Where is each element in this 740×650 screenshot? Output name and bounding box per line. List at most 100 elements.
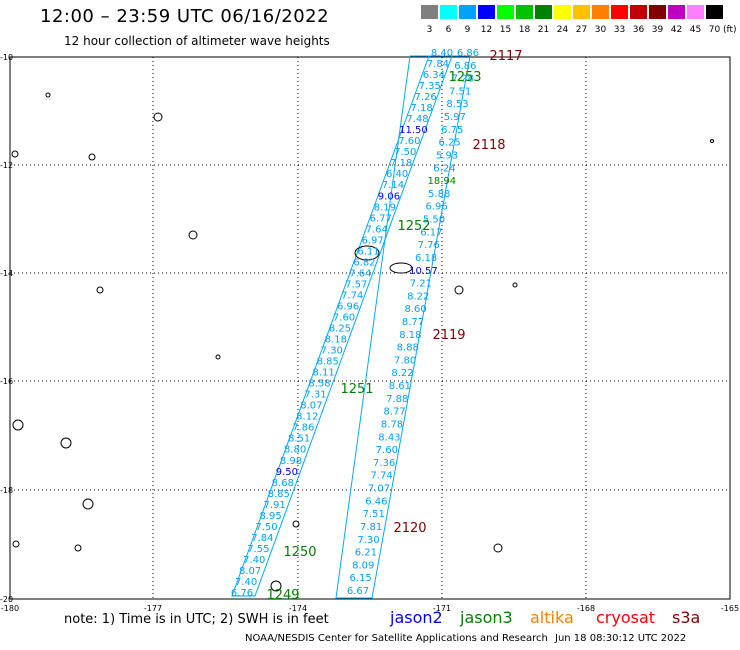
wave-height-value: 8.77 (402, 317, 424, 328)
y-tick-label: -18 (0, 486, 13, 495)
legend-label: 3 (426, 25, 433, 35)
legend-label: 21 (537, 25, 550, 35)
legend-label: 12 (480, 25, 493, 35)
pass-number-label: 2117 (489, 49, 522, 64)
legend-swatch (516, 5, 533, 19)
wave-height-value: 8.88 (397, 343, 419, 354)
island (60, 437, 72, 449)
wave-height-value: 6.40 (386, 169, 408, 180)
legend-label: 9 (464, 25, 471, 35)
y-tick-label: -14 (0, 269, 13, 278)
wave-height-value: 8.60 (404, 304, 426, 315)
pass-number-label: 1249 (266, 588, 299, 603)
wave-height-value: 7.76 (418, 240, 440, 251)
island-upolu (389, 262, 413, 274)
wave-height-value: 7.84 (427, 59, 449, 70)
wave-height-value: 7.64 (349, 268, 371, 279)
wave-height-value: 6.67 (347, 586, 369, 597)
wave-height-value: 7.84 (251, 533, 273, 544)
legend-swatch (573, 5, 590, 19)
legend-swatch (592, 5, 609, 19)
legend-swatch (440, 5, 457, 19)
islands (11, 92, 714, 592)
island (188, 230, 198, 240)
wave-height-value: 7.26 (415, 92, 437, 103)
wave-height-value: 8.25 (329, 324, 351, 335)
map-title: 12:00 – 23:59 UTC 06/16/2022 (40, 6, 330, 27)
wave-height-value: 6.17 (420, 227, 442, 238)
x-tick-label: -174 (289, 604, 307, 613)
wave-height-value: 5.88 (428, 189, 450, 200)
x-tick-label: -177 (144, 604, 162, 613)
wave-height-value: 8.09 (352, 560, 374, 571)
wave-height-value: 8.18 (399, 330, 421, 341)
wave-height-value: 7.40 (235, 577, 257, 588)
wave-height-value: 8.07 (239, 566, 261, 577)
wave-height-value: 6.77 (370, 213, 392, 224)
wave-height-value: 7.80 (394, 355, 416, 366)
map-subtitle: 12 hour collection of altimeter wave hei… (64, 34, 330, 48)
wave-height-value: 7.35 (419, 81, 441, 92)
island (82, 498, 94, 510)
wave-height-value: 8.51 (288, 434, 310, 445)
wave-height-value: 6.76 (231, 588, 253, 599)
pass-number-label: 2118 (472, 138, 505, 153)
pass-number-label: 1250 (283, 545, 316, 560)
wave-height-value: 7.30 (321, 346, 343, 357)
satellite-jason2-label: jason2 (390, 608, 443, 627)
wave-height-value: 8.58 (308, 379, 330, 390)
legend-swatch (649, 5, 666, 19)
island (12, 419, 24, 431)
legend-label: 6 (445, 25, 452, 35)
island (74, 544, 82, 552)
wave-height-value: 6.96 (337, 301, 359, 312)
satellite-altika-label: altika (530, 608, 574, 627)
wave-height-value: 8.98 (280, 456, 302, 467)
wave-height-value: 5.50 (423, 215, 445, 226)
wave-height-value: 5.93 (436, 150, 458, 161)
wave-height-value: 6.18 (415, 253, 437, 264)
wave-height-value: 6.82 (353, 257, 375, 268)
x-tick-label: -171 (433, 604, 451, 613)
wave-height-value: 8.61 (389, 381, 411, 392)
legend-label: 45 (689, 25, 702, 35)
wave-height-value: 6.34 (423, 70, 445, 81)
wave-height-value: 8.78 (381, 419, 403, 430)
wave-height-value: 8.22 (391, 368, 413, 379)
legend-label: 36 (632, 25, 645, 35)
wave-height-value: 7.51 (363, 509, 385, 520)
track-bands (231, 55, 471, 599)
wave-height-value: 7.50 (394, 147, 416, 158)
satellite-s3a-label: s3a (672, 608, 701, 627)
wave-height-value: 7.31 (304, 390, 326, 401)
legend-label: 15 (499, 25, 512, 35)
wave-height-value: 7.60 (376, 445, 398, 456)
wave-height-value: 7.88 (386, 394, 408, 405)
y-tick-label: -12 (0, 161, 13, 170)
legend-label: 27 (575, 25, 588, 35)
legend-swatch (535, 5, 552, 19)
legend-label: 30 (594, 25, 607, 35)
island (493, 543, 503, 553)
x-tick-label: -165 (721, 604, 739, 613)
wave-height-value: 7.28 (452, 74, 474, 85)
wave-height-value: 8.18 (325, 335, 347, 346)
wave-height-value: 5.97 (444, 112, 466, 123)
wave-height-value: 8.22 (407, 291, 429, 302)
wave-height-value: 6.46 (365, 496, 387, 507)
wave-height-value: 7.60 (398, 136, 420, 147)
wave-height-value: 9.06 (378, 191, 400, 202)
legend-swatch (630, 5, 647, 19)
wave-height-value: 8.80 (284, 445, 306, 456)
wave-height-value: 6.25 (439, 138, 461, 149)
wave-height-value: 7.51 (449, 86, 471, 97)
y-tick-label: -20 (0, 595, 13, 604)
island (11, 150, 19, 158)
pass-number-label: 2120 (393, 521, 426, 536)
legend-label: 18 (518, 25, 531, 35)
island (512, 282, 518, 288)
legend-label: 70 (708, 25, 721, 35)
island (292, 520, 300, 528)
map-frame (9, 56, 731, 600)
